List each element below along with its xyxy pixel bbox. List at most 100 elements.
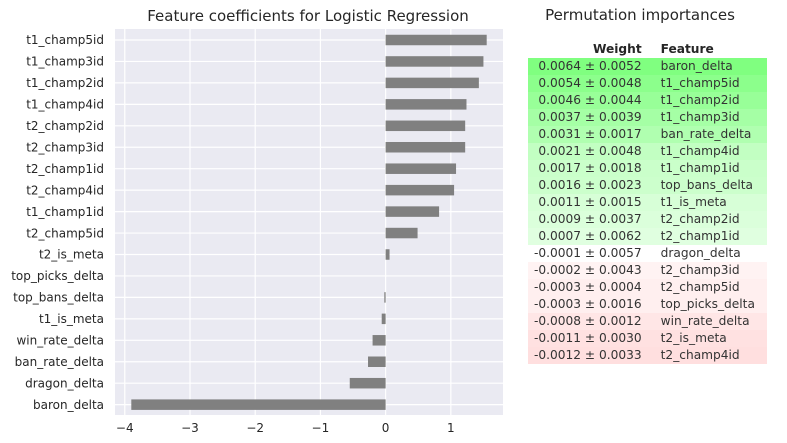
feature-cell: t2_champ2id <box>660 212 740 226</box>
weight-cell: 0.0054 ± 0.0048 <box>528 75 656 92</box>
weight-cell: 0.0016 ± 0.0023 <box>528 177 656 194</box>
table-row: 0.0016 ± 0.0023 top_bans_delta <box>528 177 767 194</box>
feature-cell: baron_delta <box>660 59 733 73</box>
bar-t2_is_meta <box>385 249 390 260</box>
y-tick-label: t1_champ5id <box>26 33 104 47</box>
weight-value: 0.0017 ± 0.0018 <box>538 161 642 175</box>
weight-value: 0.0064 ± 0.0052 <box>538 59 642 73</box>
weight-value: 0.0007 ± 0.0062 <box>538 229 642 243</box>
bar-dragon_delta <box>349 377 386 389</box>
table-row: -0.0008 ± 0.0012 win_rate_delta <box>528 313 767 330</box>
weight-cell: 0.0031 ± 0.0017 <box>528 126 656 143</box>
table-row: 0.0031 ± 0.0017 ban_rate_delta <box>528 126 767 143</box>
weight-cell: 0.0046 ± 0.0044 <box>528 92 656 109</box>
weight-value: -0.0003 ± 0.0016 <box>534 297 642 311</box>
y-tick-label: t1_champ2id <box>26 76 104 90</box>
table-row: 0.0037 ± 0.0039 t1_champ3id <box>528 109 767 126</box>
x-tick-label: −3 <box>181 421 199 435</box>
feature-cell: t1_champ3id <box>660 110 740 124</box>
bar-top_bans_delta <box>384 292 386 303</box>
y-tick-label: t1_is_meta <box>39 312 104 326</box>
feature-header: Feature <box>660 42 714 56</box>
y-tick-label: win_rate_delta <box>16 334 104 348</box>
weight-header: Weight <box>592 42 642 56</box>
feature-cell: ban_rate_delta <box>660 127 752 141</box>
weight-cell: -0.0008 ± 0.0012 <box>528 313 656 330</box>
bar-t2_champ3id <box>385 142 466 153</box>
table-row: 0.0007 ± 0.0062 t2_champ1id <box>528 228 767 245</box>
weight-cell: -0.0012 ± 0.0033 <box>528 347 656 364</box>
y-tick-label: top_picks_delta <box>11 269 104 283</box>
feature-cell: t2_champ1id <box>660 229 740 243</box>
y-tick-label: t2_champ2id <box>26 119 104 133</box>
table-row: -0.0011 ± 0.0030 t2_is_meta <box>528 330 767 347</box>
y-tick-labels: t1_champ5id t1_champ3id t1_champ2id t1_cham… <box>11 33 104 412</box>
bar-t1_champ3id <box>385 56 484 67</box>
feature-cell: top_bans_delta <box>660 178 753 192</box>
weight-value: -0.0002 ± 0.0043 <box>534 263 642 277</box>
permutation-title: Permutation importances <box>545 6 735 24</box>
y-tick-label: dragon_delta <box>25 376 104 390</box>
x-tick-label: 1 <box>447 421 455 435</box>
weight-cell: 0.0011 ± 0.0015 <box>528 194 656 211</box>
weight-cell: 0.0017 ± 0.0018 <box>528 160 656 177</box>
feature-cell: t1_is_meta <box>660 195 727 209</box>
table-row: 0.0017 ± 0.0018 t1_champ1id <box>528 160 767 177</box>
coefficient-chart: Feature coefficients for Logistic Regres… <box>11 7 503 435</box>
weight-value: 0.0046 ± 0.0044 <box>538 93 642 107</box>
table-row: 0.0054 ± 0.0048 t1_champ5id <box>528 75 767 92</box>
plot-area <box>115 29 503 415</box>
table-row: -0.0002 ± 0.0043 t2_champ3id <box>528 262 767 279</box>
chart-title: Feature coefficients for Logistic Regres… <box>147 7 469 25</box>
bar-t1_champ5id <box>385 34 487 46</box>
permutation-table: Weight Feature 0.0064 ± 0.0052 baron_delt… <box>528 41 767 364</box>
table-row: 0.0021 ± 0.0048 t1_champ4id <box>528 143 767 160</box>
y-tick-label: top_bans_delta <box>13 291 104 305</box>
weight-value: 0.0009 ± 0.0037 <box>538 212 642 226</box>
bar-layer <box>131 34 487 410</box>
x-tick-label: −4 <box>116 421 134 435</box>
feature-cell: t1_champ5id <box>660 76 740 90</box>
bar-t1_champ4id <box>385 99 467 110</box>
table-row: -0.0001 ± 0.0057 dragon_delta <box>528 245 767 262</box>
weight-value: 0.0054 ± 0.0048 <box>538 76 642 90</box>
weight-cell: 0.0037 ± 0.0039 <box>528 109 656 126</box>
weight-cell: 0.0064 ± 0.0052 <box>528 58 656 75</box>
weight-value: -0.0003 ± 0.0004 <box>534 280 642 294</box>
bar-t1_is_meta <box>381 313 386 325</box>
weight-cell: -0.0003 ± 0.0016 <box>528 296 656 313</box>
weight-cell: -0.0003 ± 0.0004 <box>528 279 656 296</box>
table-row: 0.0064 ± 0.0052 baron_delta <box>528 58 767 75</box>
weight-value: -0.0011 ± 0.0030 <box>534 331 642 345</box>
y-tick-label: t1_champ4id <box>26 98 104 112</box>
y-tick-label: t2_champ1id <box>26 162 104 176</box>
weight-value: 0.0021 ± 0.0048 <box>538 144 642 158</box>
weight-cell: -0.0002 ± 0.0043 <box>528 262 656 279</box>
y-tick-label: t2_is_meta <box>39 248 104 262</box>
x-tick-label: 0 <box>382 421 390 435</box>
x-tick-label: −2 <box>246 421 264 435</box>
bar-t1_champ2id <box>385 77 479 89</box>
table-row: -0.0003 ± 0.0016 top_picks_delta <box>528 296 767 313</box>
weight-value: -0.0012 ± 0.0033 <box>534 348 642 362</box>
bar-ban_rate_delta <box>368 356 386 367</box>
weight-value: -0.0008 ± 0.0012 <box>534 314 642 328</box>
feature-cell: t2_champ3id <box>660 263 740 277</box>
weight-value: 0.0037 ± 0.0039 <box>538 110 642 124</box>
bar-t2_champ4id <box>385 184 455 196</box>
weight-cell: 0.0021 ± 0.0048 <box>528 143 656 160</box>
weight-value: 0.0011 ± 0.0015 <box>538 195 642 209</box>
bar-t2_champ1id <box>385 163 457 174</box>
y-tick-label: t2_champ4id <box>26 183 104 197</box>
x-tick-label: −1 <box>312 421 330 435</box>
table-row: 0.0046 ± 0.0044 t1_champ2id <box>528 92 767 109</box>
feature-cell: t1_champ1id <box>660 161 740 175</box>
bar-baron_delta <box>131 399 386 410</box>
feature-cell: dragon_delta <box>660 246 741 260</box>
feature-cell: t2_is_meta <box>660 331 727 345</box>
feature-cell: t1_champ4id <box>660 144 740 158</box>
feature-cell: win_rate_delta <box>660 314 750 328</box>
feature-cell: t2_champ5id <box>660 280 740 294</box>
bar-t1_champ1id <box>385 206 440 217</box>
table-row: -0.0012 ± 0.0033 t2_champ4id <box>528 347 767 364</box>
